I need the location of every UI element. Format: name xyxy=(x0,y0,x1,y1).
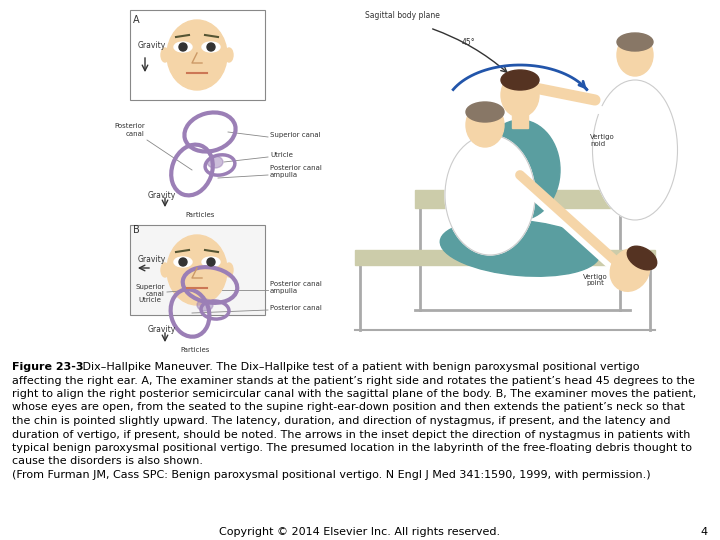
Ellipse shape xyxy=(440,220,600,276)
Text: duration of vertigo, if present, should be noted. The arrows in the inset depict: duration of vertigo, if present, should … xyxy=(12,429,690,440)
Text: Posterior canal
ampulla: Posterior canal ampulla xyxy=(270,165,322,179)
FancyBboxPatch shape xyxy=(130,10,265,100)
Text: Superior canal: Superior canal xyxy=(270,132,320,138)
Ellipse shape xyxy=(501,70,539,90)
Text: typical benign paroxysmal positional vertigo. The presumed location in the labyr: typical benign paroxysmal positional ver… xyxy=(12,443,692,453)
Bar xyxy=(355,250,655,265)
Ellipse shape xyxy=(207,156,223,168)
Text: Sagittal body plane: Sagittal body plane xyxy=(365,11,440,20)
Text: Dix–Hallpike Maneuver. The Dix–Hallpike test of a patient with benign paroxysmal: Dix–Hallpike Maneuver. The Dix–Hallpike … xyxy=(79,362,639,372)
Text: Posterior
canal: Posterior canal xyxy=(114,124,145,137)
Text: Particles: Particles xyxy=(185,212,215,218)
Ellipse shape xyxy=(501,73,539,117)
Text: A: A xyxy=(133,15,140,25)
Ellipse shape xyxy=(466,103,504,147)
Ellipse shape xyxy=(174,42,192,52)
Ellipse shape xyxy=(466,102,504,122)
Text: B: B xyxy=(133,225,140,235)
Text: Utricle: Utricle xyxy=(138,297,161,303)
Text: Particles: Particles xyxy=(180,347,210,353)
Text: Gravity: Gravity xyxy=(138,40,166,50)
Text: Vertigo
point: Vertigo point xyxy=(582,273,608,287)
Ellipse shape xyxy=(167,20,227,90)
Ellipse shape xyxy=(611,249,649,291)
Ellipse shape xyxy=(617,34,653,76)
Ellipse shape xyxy=(174,257,192,267)
Ellipse shape xyxy=(225,263,233,277)
Text: Vertigo
noid: Vertigo noid xyxy=(590,133,615,146)
Text: Gravity: Gravity xyxy=(148,191,176,199)
Text: Utricle: Utricle xyxy=(270,152,293,158)
Text: Copyright © 2014 Elsevier Inc. All rights reserved.: Copyright © 2014 Elsevier Inc. All right… xyxy=(220,527,500,537)
Ellipse shape xyxy=(167,235,227,305)
Ellipse shape xyxy=(197,299,213,311)
Text: Posterior canal
ampulla: Posterior canal ampulla xyxy=(270,281,322,294)
Bar xyxy=(512,108,528,128)
Ellipse shape xyxy=(617,33,653,51)
Text: Gravity: Gravity xyxy=(138,255,166,265)
Ellipse shape xyxy=(480,120,560,220)
Text: 4: 4 xyxy=(701,527,708,537)
Ellipse shape xyxy=(225,48,233,62)
Text: the chin is pointed slightly upward. The latency, duration, and direction of nys: the chin is pointed slightly upward. The… xyxy=(12,416,670,426)
Text: (From Furman JM, Cass SPC: Benign paroxysmal positional vertigo. N Engl J Med 34: (From Furman JM, Cass SPC: Benign paroxy… xyxy=(12,470,651,480)
Ellipse shape xyxy=(161,263,169,277)
Text: affecting the right ear. A, The examiner stands at the patient’s right side and : affecting the right ear. A, The examiner… xyxy=(12,375,695,386)
Text: right to align the right posterior semicircular canal with the sagittal plane of: right to align the right posterior semic… xyxy=(12,389,696,399)
Text: cause the disorders is also shown.: cause the disorders is also shown. xyxy=(12,456,203,467)
Text: 45°: 45° xyxy=(462,38,476,47)
Ellipse shape xyxy=(207,43,215,51)
Text: Superior
canal: Superior canal xyxy=(135,284,165,296)
Ellipse shape xyxy=(179,43,187,51)
Text: Figure 23-3: Figure 23-3 xyxy=(12,362,84,372)
Ellipse shape xyxy=(593,80,678,220)
Text: Gravity: Gravity xyxy=(148,326,176,334)
Ellipse shape xyxy=(161,48,169,62)
Ellipse shape xyxy=(202,257,220,267)
Text: Posterior canal: Posterior canal xyxy=(270,305,322,311)
Ellipse shape xyxy=(445,135,535,255)
Ellipse shape xyxy=(179,258,187,266)
Ellipse shape xyxy=(207,258,215,266)
Text: whose eyes are open, from the seated to the supine right-ear-down position and t: whose eyes are open, from the seated to … xyxy=(12,402,685,413)
Bar xyxy=(415,190,625,208)
Ellipse shape xyxy=(202,42,220,52)
FancyBboxPatch shape xyxy=(130,225,265,315)
Ellipse shape xyxy=(627,246,657,270)
